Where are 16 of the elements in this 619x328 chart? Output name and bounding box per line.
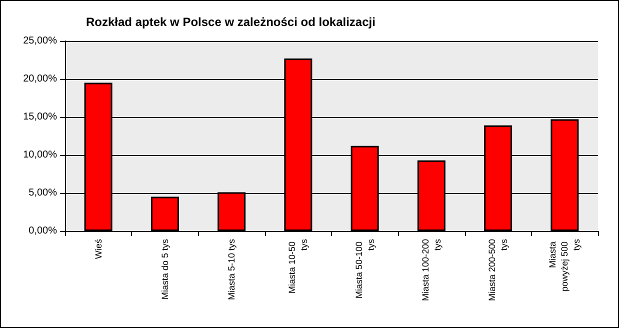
y-tick-label: 15,00% (23, 112, 58, 122)
y-tick-label: 0,00% (28, 226, 58, 236)
y-tick-label: 25,00% (23, 36, 58, 46)
x-tick-label: Miasta 100-200 tys (420, 238, 442, 302)
x-tick-label: Miasta do 5 tys (160, 238, 170, 300)
x-tick-label: Miasta 10-50 tys (287, 238, 310, 294)
x-tick-label: Wieś (93, 238, 104, 259)
x-tick-label: Miasta 50-100 tys (354, 238, 376, 299)
chart-title: Rozkład aptek w Polsce w zależności od lokalizacji (86, 15, 376, 29)
y-tick-label: 5,00% (28, 188, 58, 198)
x-tick-label: Miasta powyżej 500 tys (548, 238, 582, 292)
x-tick-label: Miasta 200-500 tys (487, 238, 510, 302)
y-tick-label: 20,00% (23, 74, 58, 84)
bar (150, 196, 179, 231)
y-tick-label: 10,00% (23, 150, 58, 160)
x-tick-label: Miasta 5-10 tys (226, 238, 237, 300)
